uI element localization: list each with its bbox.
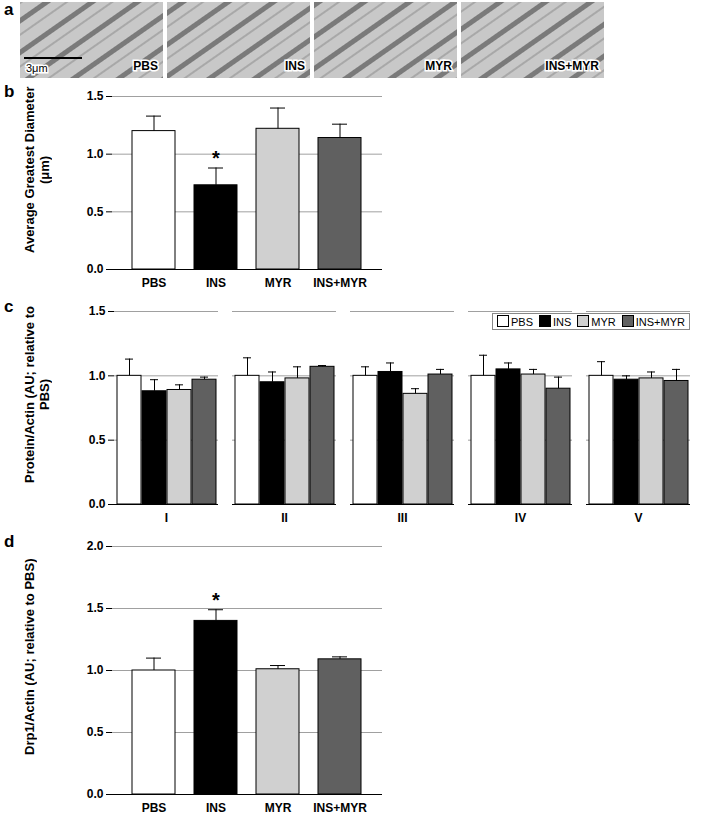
html-text:d: d xyxy=(4,532,15,551)
html-text:c: c xyxy=(4,297,14,316)
svg-text:MYR: MYR xyxy=(425,59,452,73)
html-text:a: a xyxy=(4,0,14,19)
svg-text:I: I xyxy=(165,511,168,525)
html-text:INS: INS xyxy=(553,316,572,328)
html-text:Average Greatest Diameter (μm): Average Greatest Diameter (μm) xyxy=(22,86,52,253)
svg-text:PBS: PBS xyxy=(142,276,167,290)
svg-text:1.5: 1.5 xyxy=(89,304,106,318)
svg-text:PBS: PBS xyxy=(133,59,158,73)
svg-text:MYR: MYR xyxy=(265,276,292,290)
svg-text:PBS: PBS xyxy=(142,801,167,815)
svg-text:*: * xyxy=(212,147,220,169)
html-text:INS+MYR: INS+MYR xyxy=(635,316,685,328)
svg-text:II: II xyxy=(281,511,288,525)
svg-text:3μm: 3μm xyxy=(26,62,48,74)
html-text:Drp1/Actin (AU; relative to PB: Drp1/Actin (AU; relative to PBS) xyxy=(22,558,37,756)
html-text:Protein/Actin (AU; relative to: Protein/Actin (AU; relative to PBS) xyxy=(22,306,52,483)
svg-text:IV: IV xyxy=(515,511,526,525)
svg-text:1.0: 1.0 xyxy=(89,369,106,383)
svg-text:0.5: 0.5 xyxy=(89,433,106,447)
svg-text:1.5: 1.5 xyxy=(87,89,104,103)
svg-text:*: * xyxy=(212,589,220,611)
svg-text:INS: INS xyxy=(206,801,226,815)
svg-text:1.0: 1.0 xyxy=(87,663,104,677)
svg-text:1.0: 1.0 xyxy=(87,147,104,161)
svg-text:1.5: 1.5 xyxy=(87,601,104,615)
svg-text:INS: INS xyxy=(206,276,226,290)
html-text:b: b xyxy=(4,82,15,101)
svg-text:0.5: 0.5 xyxy=(87,725,104,739)
svg-text:0.0: 0.0 xyxy=(87,262,104,276)
svg-text:0.5: 0.5 xyxy=(87,205,104,219)
svg-text:INS+MYR: INS+MYR xyxy=(545,59,599,73)
html-text:MYR: MYR xyxy=(591,316,616,328)
svg-text:MYR: MYR xyxy=(265,801,292,815)
html-text:PBS: PBS xyxy=(511,316,533,328)
svg-text:INS+MYR: INS+MYR xyxy=(313,276,367,290)
svg-text:INS: INS xyxy=(285,59,305,73)
svg-text:INS+MYR: INS+MYR xyxy=(313,801,367,815)
svg-text:0.0: 0.0 xyxy=(89,497,106,511)
svg-text:V: V xyxy=(634,511,642,525)
svg-text:III: III xyxy=(397,511,407,525)
svg-text:0.0: 0.0 xyxy=(87,787,104,801)
svg-text:2.0: 2.0 xyxy=(87,539,104,553)
